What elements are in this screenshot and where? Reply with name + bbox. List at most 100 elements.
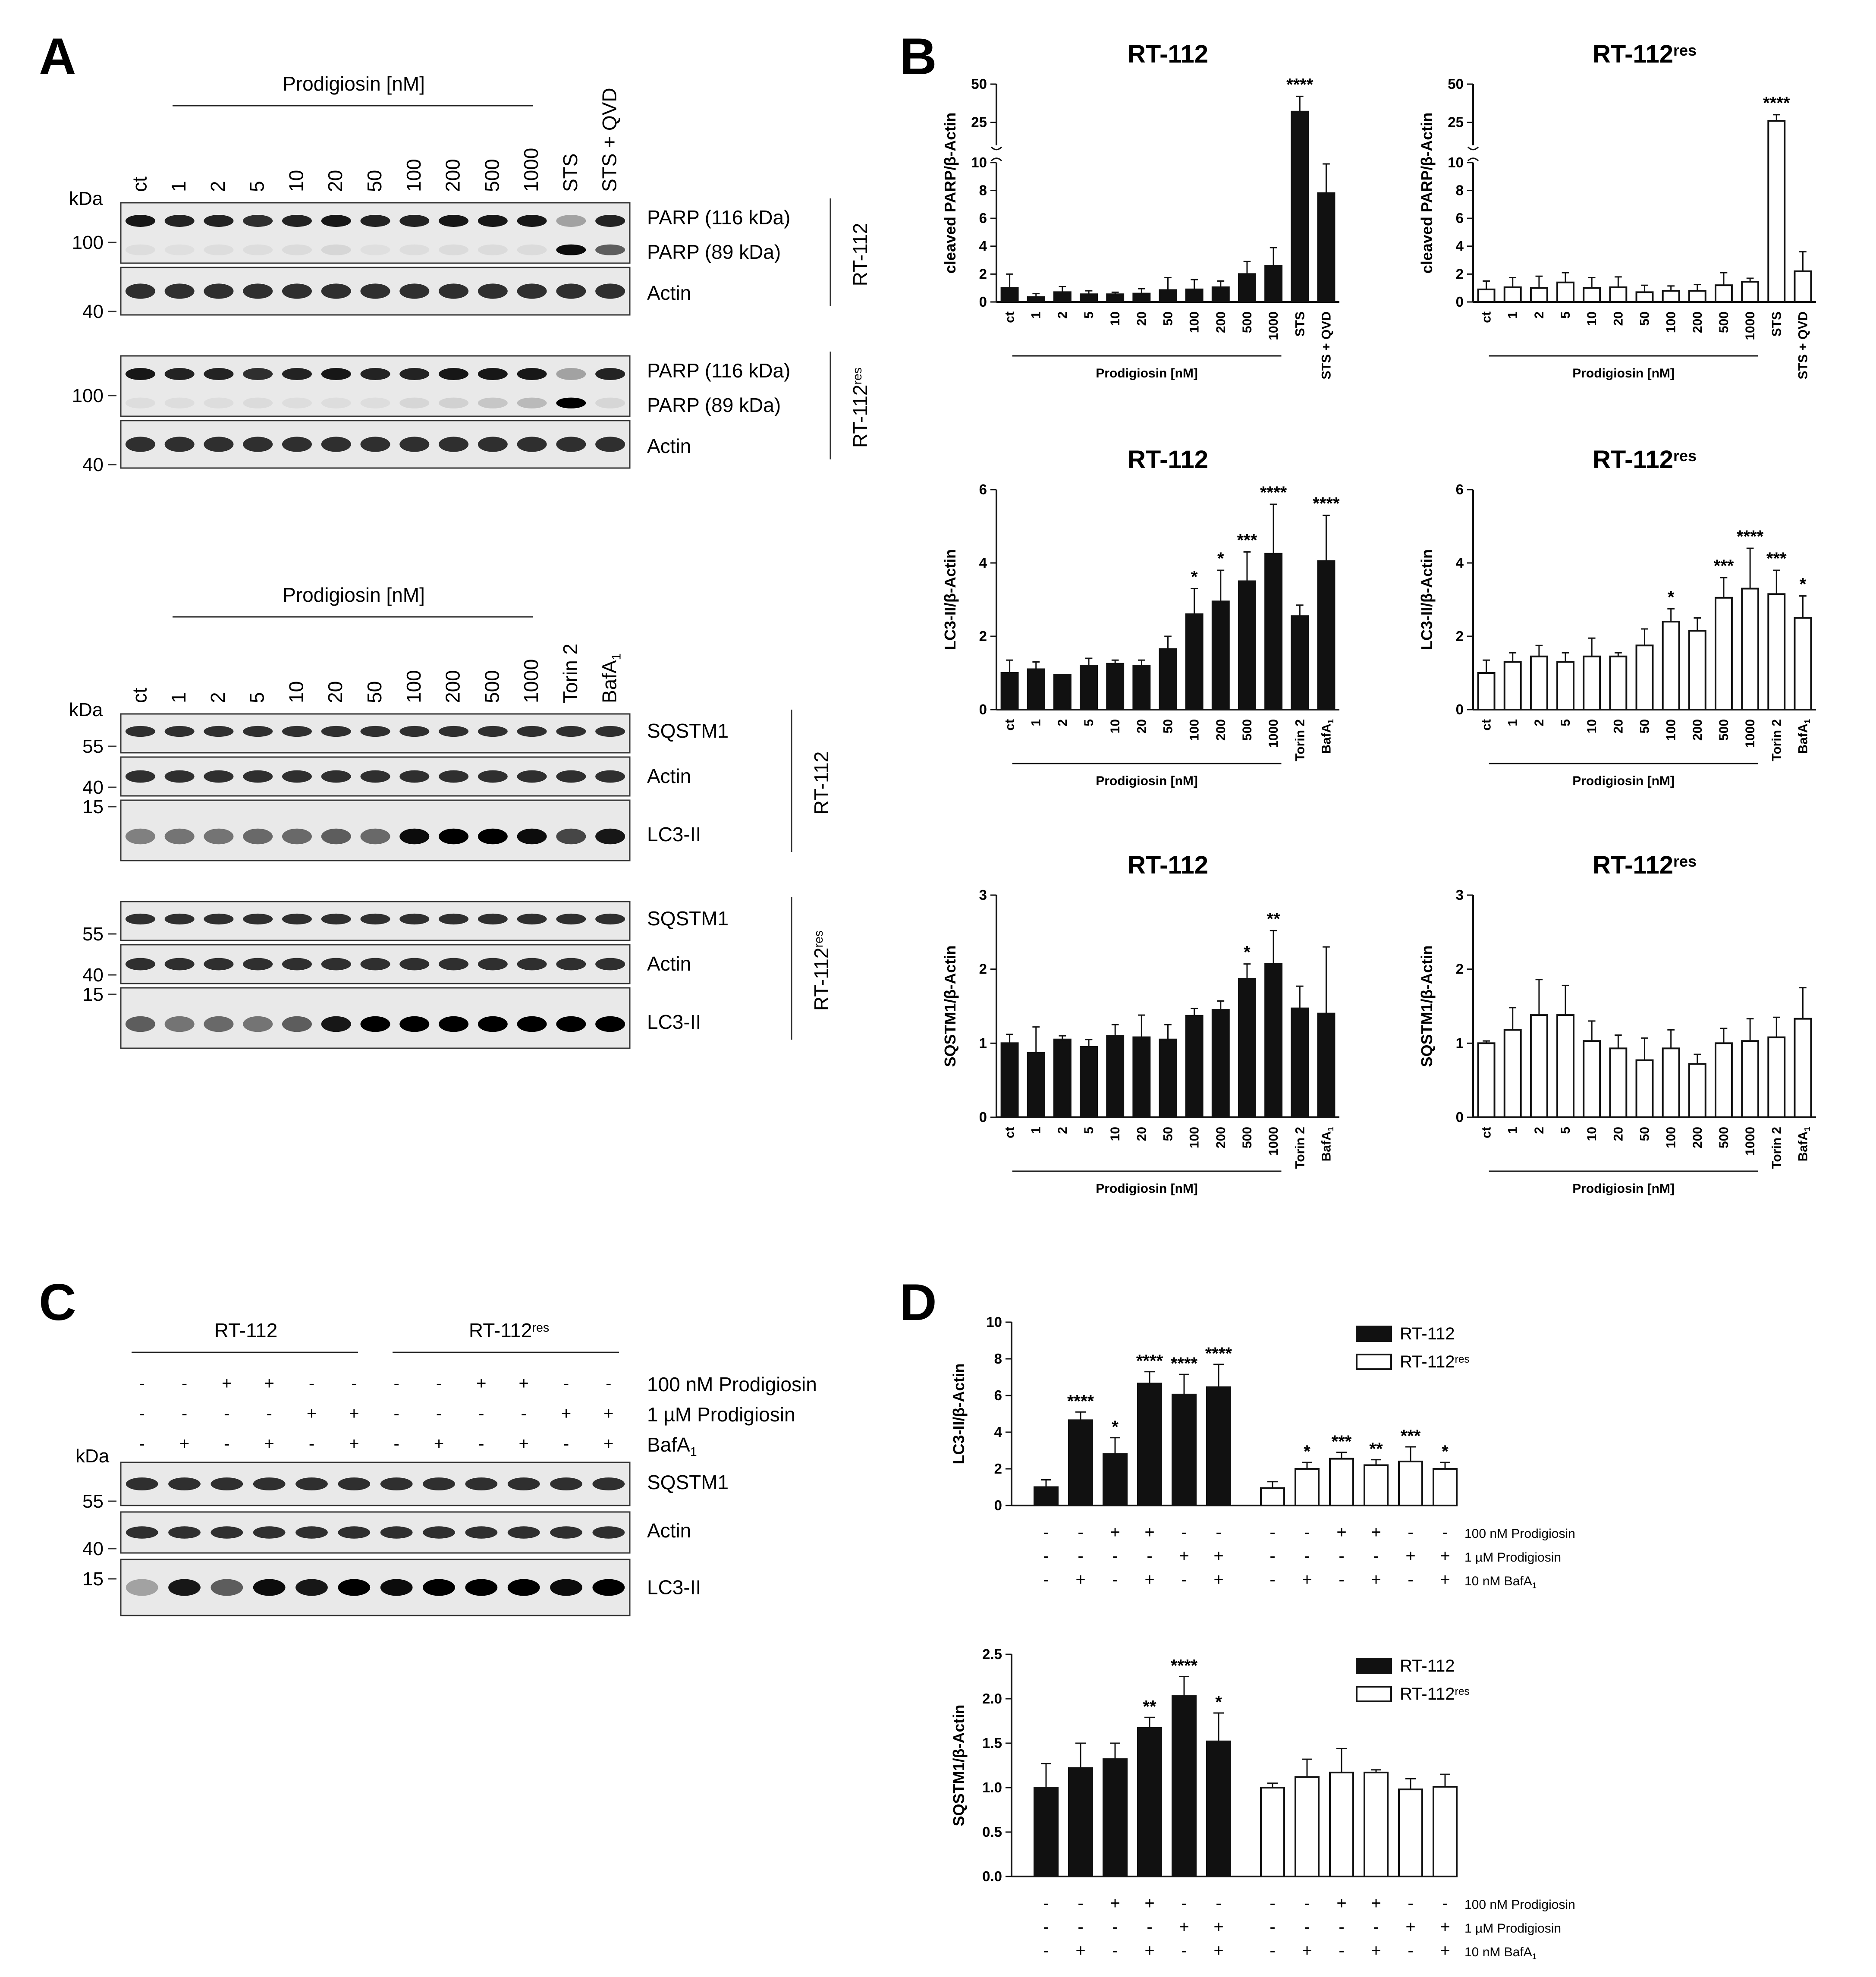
a-bot-actin-blot-1-band-6 (360, 958, 390, 971)
a-bot-row-label-0-0: SQSTM1 (647, 720, 729, 742)
chart-5-ytick-label-0-main: 0 (1456, 1109, 1464, 1125)
c-sign-0-9-main: + (518, 1374, 528, 1393)
chart-6-sig-0-1-main: **** (1067, 1392, 1094, 1411)
chart-7-sign-0-0-5-main: - (1216, 1894, 1221, 1913)
a-top-cellline-label-0: RT-112 (849, 223, 871, 286)
chart-3-xtick-3-main: 5 (1559, 719, 1573, 726)
chart-0-ytick-label-7-main: 50 (971, 76, 987, 92)
chart-7-sign-1-1-0: - (1270, 1917, 1275, 1936)
c-sign-0-8-main: + (476, 1374, 486, 1393)
chart-1-bar-0 (1477, 288, 1496, 303)
c-blot-2-band-1 (168, 1579, 201, 1596)
a-top-parp-blot-1-band2-2 (204, 397, 234, 409)
chart-3-ytick-label-0-main: 0 (1456, 701, 1464, 717)
chart-0-xtick-6: 50 (1161, 311, 1175, 326)
a-bot-actin-blot-0-band-10 (517, 770, 547, 783)
a-top-kda: kDa (69, 188, 103, 209)
chart-6-ytick-label-5-main: 10 (986, 1314, 1002, 1330)
chart-2-sig-7: * (1191, 568, 1198, 587)
chart-7-sign-2-1-1-main: + (1302, 1941, 1312, 1960)
chart-6-sign-0-1-0: - (1270, 1523, 1275, 1542)
a-top-parp-blot-1-band2-3 (243, 397, 273, 409)
a-bot-lane-1-main: 1 (167, 692, 190, 703)
c-sign-2-3: + (264, 1434, 274, 1453)
chart-3-xtick-12-main: BafA (1796, 723, 1810, 754)
chart-6-ytick-label-1: 2 (994, 1461, 1002, 1477)
chart-2-xtick-10: 1000 (1266, 719, 1281, 748)
a-bot-lc3-blot-0-band-3 (243, 828, 273, 845)
chart-3-xtick-2-main: 2 (1532, 719, 1546, 726)
chart-7-sign-1-1-4-main: + (1405, 1917, 1415, 1936)
a-bot-marker-40-0-main: 40 (82, 777, 104, 798)
chart-6-sign-0-1-3: + (1371, 1523, 1381, 1542)
chart-5-xtick-1: 1 (1506, 1127, 1520, 1134)
chart-7-sign-0-1-2-main: + (1336, 1894, 1346, 1913)
chart-6-ytick-label-3-main: 6 (994, 1387, 1002, 1403)
chart-5-group-label: Prodigiosin [nM] (1572, 1182, 1675, 1196)
chart-6-sign-0-0-5-main: - (1216, 1523, 1221, 1542)
a-top-parp-blot-1-band2-5 (321, 397, 351, 409)
chart-4-bar-10 (1264, 963, 1283, 1118)
a-top-lane-3: 5 (246, 181, 268, 192)
c-sign-0-11-main: - (606, 1374, 611, 1393)
c-sign-0-10-main: - (563, 1374, 569, 1393)
c-sign-2-8-main: - (478, 1434, 484, 1453)
chart-6-sign-2-1-4: - (1408, 1570, 1413, 1589)
chart-3-sig-7-main: * (1668, 588, 1675, 607)
chart-0-bar-11 (1291, 110, 1309, 303)
a-bot-sqstm1-blot-0-band-1 (164, 726, 195, 737)
a-top-parp-blot-0-band-3 (243, 215, 273, 227)
a-top-parp-blot-0-band-12 (595, 215, 625, 227)
chart-3-bar-2 (1530, 655, 1548, 710)
a-bot-row-label-1-0: SQSTM1 (647, 907, 729, 930)
chart-6-sign-0-0-1-main: - (1078, 1523, 1083, 1542)
chart-6-ylabel-main: LC3-II/β-Actin (950, 1364, 968, 1465)
chart-7-sign-2-0-2-main: - (1112, 1941, 1118, 1960)
chart-0-xtick-2: 2 (1056, 311, 1070, 319)
chart-0-xtick-12: STS + QVD (1319, 311, 1333, 380)
chart-3-xtick-0-main: ct (1480, 719, 1494, 731)
a-bot-lane-12-main: BafA (598, 660, 621, 703)
a-top-actin-blot-1-band-9 (478, 437, 508, 452)
a-bot-sqstm1-blot-1-band-10 (517, 913, 547, 925)
chart-4-xtick-0: ct (1003, 1127, 1017, 1138)
c-row-label-2-main: LC3-II (647, 1576, 701, 1599)
chart-7-sign-2-0-2: - (1112, 1941, 1118, 1960)
c-sign-1-8-main: - (478, 1404, 484, 1423)
a-bot-actin-blot-0-band-4 (282, 770, 312, 783)
chart-4-bar-0 (1000, 1042, 1019, 1118)
a-bot-lane-4-main: 10 (285, 681, 307, 703)
a-bot-lane-6: 50 (363, 681, 386, 703)
a-bot-lc3-blot-0-band-0 (125, 828, 155, 845)
chart-3-xtick-5-main: 20 (1611, 719, 1625, 733)
chart-1-xtick-5-main: 20 (1611, 311, 1625, 326)
chart-2-bar-3 (1080, 665, 1098, 710)
chart-2-bar-11 (1291, 615, 1309, 710)
a-top-row-label-1-0-main: PARP (116 kDa) (647, 359, 790, 382)
chart-6-sig-0-2-main: * (1112, 1418, 1119, 1436)
chart-3-xtick-10: 1000 (1743, 719, 1757, 748)
chart-1-xtick-7: 100 (1664, 311, 1678, 333)
c-sign-2-7: + (434, 1434, 444, 1453)
chart-2-xtick-7: 100 (1188, 719, 1202, 741)
chart-3-xtick-2: 2 (1532, 719, 1546, 726)
c-sign-1-4-main: + (307, 1404, 317, 1423)
c-blot-0-band-2 (211, 1477, 243, 1490)
chart-0-bar-6 (1159, 289, 1177, 303)
chart-1-ytick-label-5: 10 (1448, 154, 1464, 170)
chart-3-sig-7: * (1668, 588, 1675, 607)
chart-7-sign-2-1-3-main: + (1371, 1941, 1381, 1960)
chart-7-cond-label-0-main: 100 nM Prodigiosin (1464, 1898, 1575, 1912)
chart-6-bar-1-5 (1433, 1468, 1458, 1506)
c-marker-15-main: 15 (82, 1568, 104, 1590)
chart-2-xtick-7-main: 100 (1188, 719, 1202, 741)
chart-4-sig-10: ** (1267, 909, 1281, 928)
chart-3-xtick-12: BafA1 (1796, 719, 1812, 754)
a-bot-kda: kDa (69, 699, 103, 720)
chart-1-bar-9 (1715, 284, 1733, 303)
chart-0-ytick-label-2: 4 (979, 238, 987, 254)
chart-6-sign-1-0-2: - (1112, 1546, 1118, 1565)
a-bot-lane-2-main: 2 (207, 692, 229, 703)
a-top-lane-5: 20 (324, 170, 346, 192)
